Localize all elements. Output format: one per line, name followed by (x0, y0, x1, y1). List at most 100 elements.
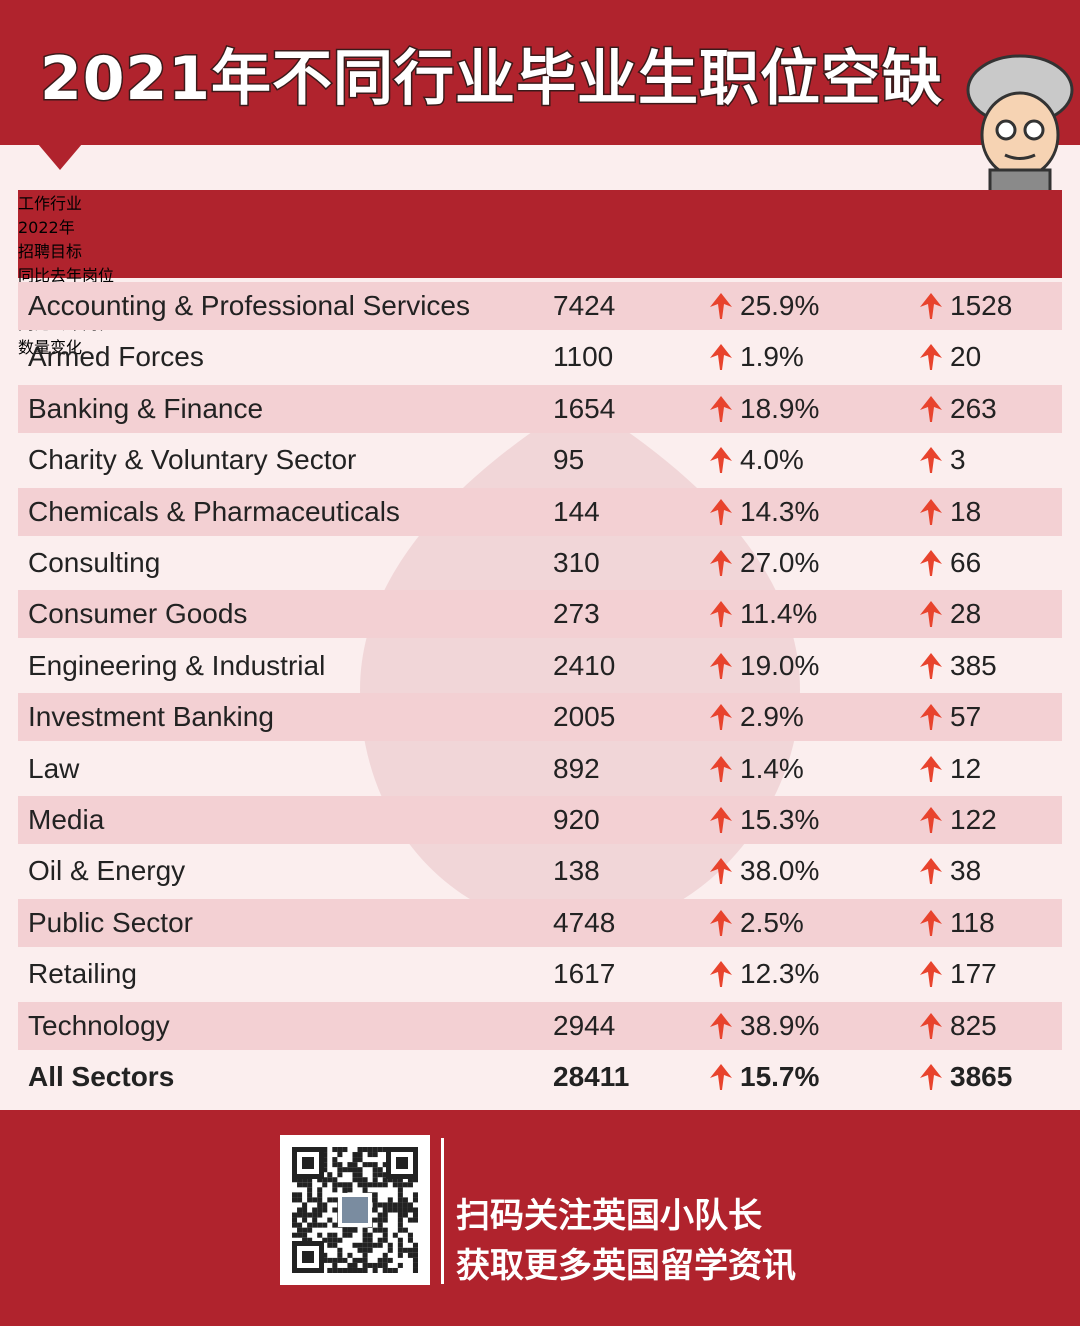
qr-cell (387, 1247, 393, 1253)
qr-cell (327, 1217, 333, 1223)
table-row: Oil & Energy 138 38.0% 38 (18, 847, 1062, 895)
qr-cell (292, 1217, 298, 1223)
qr-cell (322, 1167, 328, 1173)
cell: Public Sector (28, 906, 193, 938)
qr-cell (372, 1152, 378, 1158)
qr-cell (357, 1152, 363, 1158)
qr-cell (372, 1267, 378, 1273)
qr-cell (317, 1187, 323, 1193)
qr-cell (387, 1257, 393, 1263)
cell: 310 (553, 547, 600, 578)
up-arrow (710, 550, 732, 576)
qr-cell (327, 1257, 333, 1263)
qr-cell (297, 1222, 303, 1228)
arrow-icon (920, 858, 942, 888)
qr-cell (332, 1207, 338, 1213)
up-arrow (710, 601, 732, 628)
qr-cell (347, 1187, 353, 1193)
cell: 28 (950, 598, 982, 630)
cell: Accounting & Professional Services (28, 290, 470, 321)
cell: Consumer Goods (28, 598, 248, 630)
table-row: Charity & Voluntary Sector 95 4.0% 3 (18, 436, 1062, 484)
qr-cell (332, 1222, 338, 1228)
qr-cell (307, 1182, 313, 1188)
cell: 27.0% (740, 547, 820, 578)
qr-cell (397, 1237, 403, 1243)
qr-cell (337, 1257, 343, 1263)
cell: 19.0% (740, 649, 820, 681)
qr-cell (362, 1182, 368, 1188)
qr-cell (302, 1177, 308, 1183)
qr-cell (337, 1182, 343, 1188)
qr-cell (377, 1242, 383, 1248)
arrow-icon (710, 447, 732, 477)
table-row: Media 920 15.3% 122 (18, 796, 1062, 844)
cell: 20 (950, 341, 982, 373)
qr-cell (342, 1257, 348, 1263)
qr-cell (322, 1162, 328, 1168)
up-arrow (920, 1064, 942, 1090)
arrow-icon (920, 344, 942, 374)
pointer (38, 144, 82, 170)
table-row: Armed Forces 1100 1.9% 20 (18, 333, 1062, 381)
qr-cell (392, 1267, 398, 1273)
qr-cell (352, 1262, 358, 1268)
qr-cell (382, 1252, 388, 1258)
qr-cell (317, 1207, 323, 1213)
cell: Banking & Finance (28, 392, 264, 424)
qr-cell (292, 1232, 298, 1238)
qr-cell (322, 1202, 328, 1208)
cell: 12.3% (740, 958, 820, 990)
table-row: Public Sector 4748 2.5% 118 (18, 898, 1062, 947)
qr-cell (407, 1247, 413, 1253)
qr-cell (352, 1172, 358, 1178)
qr-cell (312, 1212, 318, 1218)
qr-cell (382, 1262, 388, 1268)
cell: 28411 (553, 1061, 630, 1092)
header-cell: 2022年 招聘目标 (18, 214, 238, 262)
qr-cell (307, 1222, 313, 1228)
qr-cell (327, 1177, 333, 1183)
cell: 15.7% (740, 1061, 820, 1092)
arrow-icon (920, 961, 942, 991)
qr-cell (327, 1237, 333, 1243)
qr-cell (412, 1257, 418, 1263)
cell: 825 (950, 1009, 997, 1041)
cell: 2944 (553, 1009, 616, 1041)
qr-cell (372, 1192, 378, 1198)
arrow-icon (920, 550, 942, 580)
qr-cell (327, 1242, 333, 1248)
qr-cell (302, 1157, 314, 1169)
qr-cell (412, 1252, 418, 1258)
up-arrow (920, 447, 942, 474)
qr-cell (372, 1262, 378, 1268)
footer (0, 1110, 1080, 1326)
qr-cell (377, 1147, 383, 1153)
cell: 4.0% (740, 444, 804, 476)
qr-cell (347, 1227, 353, 1233)
qr-cell (327, 1232, 333, 1238)
cell: 1528 (950, 290, 1013, 321)
up-arrow (920, 344, 942, 371)
qr-cell (322, 1147, 328, 1153)
cell: Chemicals & Pharmaceuticals (28, 495, 400, 527)
qr-cell (362, 1242, 368, 1248)
qr-cell (337, 1162, 343, 1168)
qr-cell (382, 1257, 388, 1263)
up-arrow (920, 498, 942, 525)
qr-cell (362, 1237, 368, 1243)
header-banner (0, 0, 1080, 145)
table-row: Engineering & Industrial 2410 19.0% 385 (18, 642, 1062, 690)
arrow-icon (920, 447, 942, 477)
qr-cell (382, 1207, 388, 1213)
arrow-icon (710, 498, 732, 529)
qr-cell (317, 1222, 323, 1228)
qr-cell (332, 1147, 338, 1153)
qr-cell (307, 1177, 313, 1183)
qr-cell (347, 1252, 353, 1258)
qr-cell (322, 1157, 328, 1163)
qr-cell (302, 1251, 314, 1263)
qr-cell (352, 1177, 358, 1183)
qr-cell (362, 1147, 368, 1153)
cell: Investment Banking (28, 701, 274, 733)
